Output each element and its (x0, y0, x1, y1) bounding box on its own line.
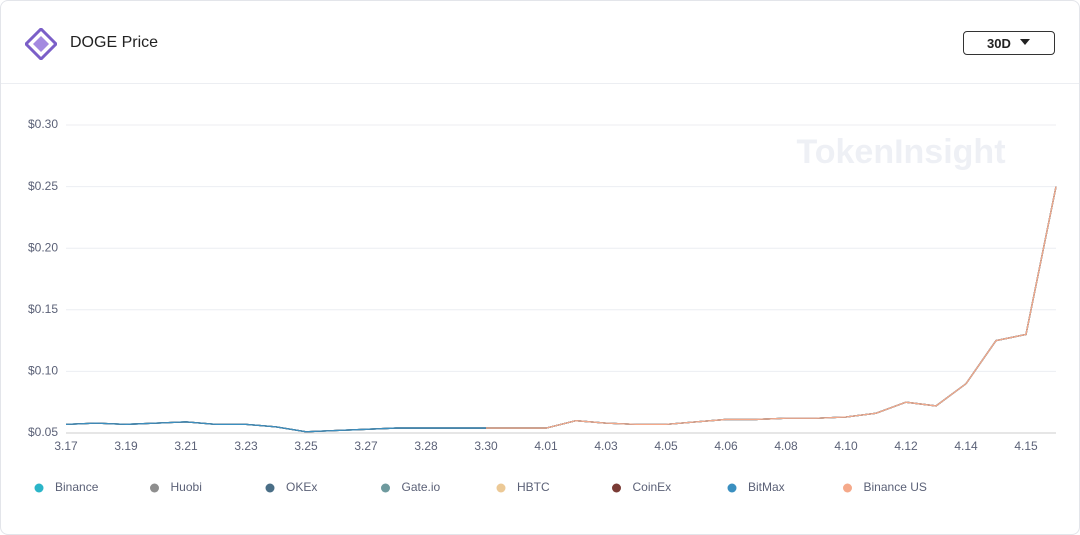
x-tick-label: 4.08 (774, 439, 798, 453)
y-tick-label: $0.10 (28, 364, 58, 378)
range-dropdown[interactable]: 30D (963, 31, 1055, 55)
legend-dot (150, 483, 159, 493)
legend-label: Huobi (171, 480, 202, 494)
dropdown-arrow (1020, 39, 1030, 45)
price-line (486, 186, 1057, 429)
x-tick-label: 4.15 (1014, 439, 1038, 453)
legend-label: HBTC (517, 480, 550, 494)
y-tick-label: $0.15 (28, 302, 58, 316)
x-tick-label: 4.12 (894, 439, 918, 453)
price-line (65, 186, 1057, 433)
price-line (65, 186, 1057, 433)
price-line (65, 186, 1057, 433)
legend-label: Gate.io (402, 480, 441, 494)
legend-label: OKEx (286, 480, 317, 494)
legend-label: Binance (55, 480, 99, 494)
x-tick-label: 4.05 (654, 439, 678, 453)
y-tick-label: $0.30 (28, 117, 58, 131)
x-tick-label: 3.17 (54, 439, 78, 453)
x-tick-label: 3.19 (114, 439, 138, 453)
legend-dot (612, 483, 621, 493)
x-tick-label: 4.01 (534, 439, 558, 453)
x-tick-label: 3.21 (174, 439, 198, 453)
y-tick-label: $0.20 (28, 240, 58, 254)
legend-label: BitMax (748, 480, 785, 494)
x-tick-label: 4.14 (954, 439, 978, 453)
price-line (65, 186, 1057, 433)
legend-dot (381, 483, 390, 493)
card-title: DOGE Price (70, 34, 159, 51)
price-line (486, 186, 1057, 429)
legend-dot (34, 483, 44, 493)
x-tick-label: 4.10 (834, 439, 858, 453)
legend-dot (265, 483, 275, 493)
x-tick-label: 3.27 (354, 439, 378, 453)
x-tick-label: 4.06 (714, 439, 738, 453)
y-tick-label: $0.05 (28, 425, 58, 439)
watermark: TokenInsight (796, 133, 1005, 171)
legend-dot (727, 483, 737, 493)
chart: TokenInsight $0.05 $0.10 $0.15 $0.20 $0.25 $0… (28, 117, 1057, 494)
x-tick-label: 3.28 (414, 439, 438, 453)
range-label: 30D (987, 36, 1011, 51)
legend-dot (496, 483, 506, 493)
x-tick-label: 3.25 (294, 439, 318, 453)
legend-label: Binance US (864, 480, 927, 494)
price-line (65, 186, 1057, 433)
legend-dot (843, 483, 852, 493)
x-tick-label: 3.23 (234, 439, 258, 453)
price-line (65, 186, 1057, 433)
x-tick-label: 4.03 (594, 439, 618, 453)
legend-label: CoinEx (633, 480, 672, 494)
logo (25, 28, 57, 60)
y-tick-label: $0.25 (28, 179, 58, 193)
card-header: DOGE Price 30D (1, 1, 1079, 84)
x-tick-label: 3.30 (474, 439, 498, 453)
